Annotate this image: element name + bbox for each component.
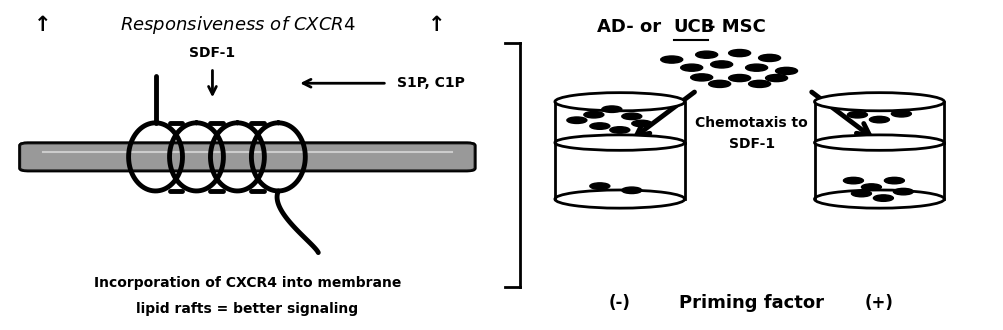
Circle shape xyxy=(765,75,786,82)
Text: SDF-1: SDF-1 xyxy=(190,46,236,59)
Circle shape xyxy=(728,50,750,57)
Circle shape xyxy=(621,113,641,119)
Text: $\it{Responsiveness\ of\ CXCR4}$: $\it{Responsiveness\ of\ CXCR4}$ xyxy=(119,15,355,37)
Text: S1P, C1P: S1P, C1P xyxy=(397,76,464,90)
Ellipse shape xyxy=(555,135,684,150)
Circle shape xyxy=(745,64,767,71)
Circle shape xyxy=(708,80,730,87)
FancyBboxPatch shape xyxy=(20,143,474,171)
Text: Priming factor: Priming factor xyxy=(678,294,823,312)
Circle shape xyxy=(590,123,609,129)
Text: Chemotaxis to: Chemotaxis to xyxy=(694,116,807,130)
Text: AD- or: AD- or xyxy=(596,18,667,36)
Circle shape xyxy=(851,190,871,197)
Circle shape xyxy=(621,187,641,194)
Circle shape xyxy=(758,54,779,61)
Circle shape xyxy=(690,74,712,81)
Circle shape xyxy=(873,195,893,201)
Ellipse shape xyxy=(813,135,944,150)
Circle shape xyxy=(567,117,587,123)
Circle shape xyxy=(590,183,609,189)
Circle shape xyxy=(748,80,770,87)
Circle shape xyxy=(774,67,796,75)
Ellipse shape xyxy=(555,93,684,111)
Text: SDF-1: SDF-1 xyxy=(728,137,774,151)
Circle shape xyxy=(893,188,913,195)
Ellipse shape xyxy=(813,93,944,111)
Circle shape xyxy=(710,61,732,68)
Ellipse shape xyxy=(555,190,684,208)
Circle shape xyxy=(695,51,717,58)
Circle shape xyxy=(861,184,881,190)
Text: ↑: ↑ xyxy=(428,16,445,36)
FancyBboxPatch shape xyxy=(20,143,474,171)
Circle shape xyxy=(609,127,629,133)
Circle shape xyxy=(884,177,904,184)
Ellipse shape xyxy=(813,190,944,208)
Text: UCB: UCB xyxy=(673,18,714,36)
Text: (-): (-) xyxy=(608,294,630,312)
Text: (+): (+) xyxy=(865,294,893,312)
Circle shape xyxy=(869,116,889,123)
Circle shape xyxy=(891,111,911,117)
Text: lipid rafts = better signaling: lipid rafts = better signaling xyxy=(136,302,358,316)
Circle shape xyxy=(584,112,603,118)
Text: - MSC: - MSC xyxy=(707,18,765,36)
Circle shape xyxy=(843,177,863,184)
Circle shape xyxy=(660,56,682,63)
Circle shape xyxy=(631,120,651,127)
Circle shape xyxy=(601,106,621,113)
Text: Incorporation of CXCR4 into membrane: Incorporation of CXCR4 into membrane xyxy=(93,277,400,290)
Circle shape xyxy=(680,64,702,71)
Circle shape xyxy=(728,75,750,82)
Circle shape xyxy=(847,112,867,118)
Text: ↑: ↑ xyxy=(34,16,51,36)
